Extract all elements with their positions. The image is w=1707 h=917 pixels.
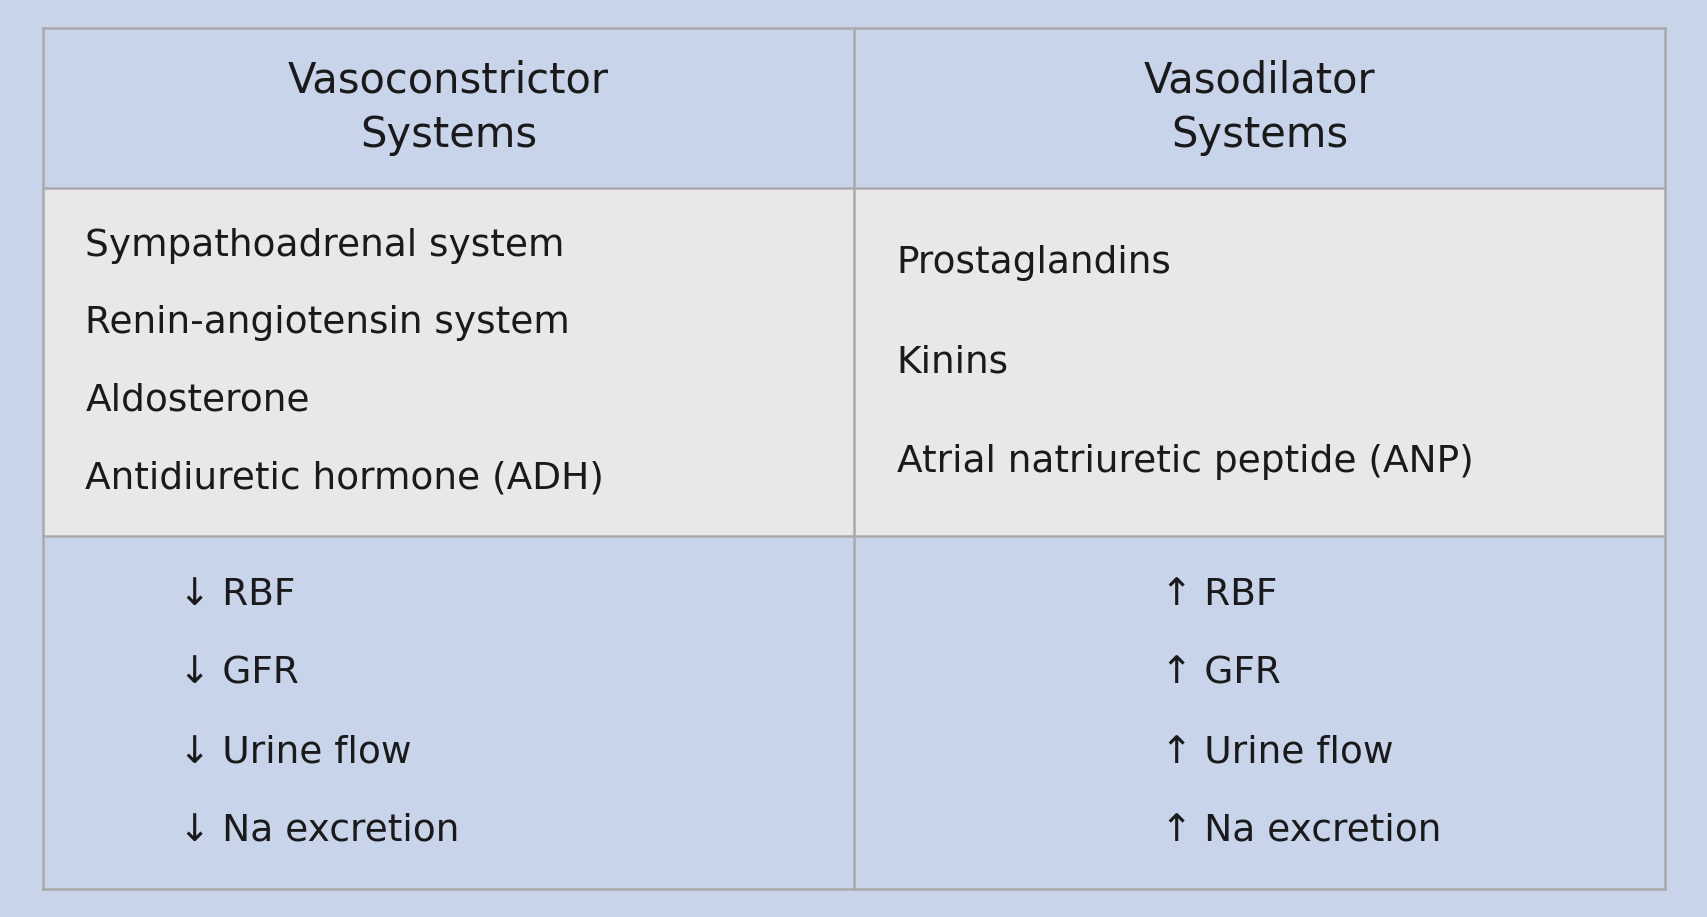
Text: Antidiuretic hormone (ADH): Antidiuretic hormone (ADH) (85, 460, 604, 496)
Text: Prostaglandins: Prostaglandins (896, 245, 1171, 281)
Text: ↓ Urine flow: ↓ Urine flow (179, 735, 411, 770)
Text: ↑ RBF: ↑ RBF (1161, 578, 1277, 613)
Text: ↓ Na excretion: ↓ Na excretion (179, 812, 459, 848)
Text: Vasoconstrictor
Systems: Vasoconstrictor Systems (288, 60, 608, 156)
Bar (854, 28, 1664, 188)
Bar (43, 536, 853, 889)
Bar (43, 28, 853, 188)
Text: Vasodilator
Systems: Vasodilator Systems (1144, 60, 1374, 156)
Bar (854, 188, 1664, 536)
Bar (854, 536, 1664, 889)
Text: Sympathoadrenal system: Sympathoadrenal system (85, 228, 565, 264)
Text: Kinins: Kinins (896, 344, 1009, 381)
Bar (43, 188, 853, 536)
Text: ↑ Urine flow: ↑ Urine flow (1161, 735, 1393, 770)
Text: ↑ GFR: ↑ GFR (1161, 656, 1280, 691)
Text: ↓ RBF: ↓ RBF (179, 578, 295, 613)
Text: Atrial natriuretic peptide (ANP): Atrial natriuretic peptide (ANP) (896, 444, 1473, 480)
Text: ↑ Na excretion: ↑ Na excretion (1161, 812, 1441, 848)
Text: ↓ GFR: ↓ GFR (179, 656, 299, 691)
Text: Renin-angiotensin system: Renin-angiotensin system (85, 305, 570, 341)
Text: Aldosterone: Aldosterone (85, 383, 309, 419)
